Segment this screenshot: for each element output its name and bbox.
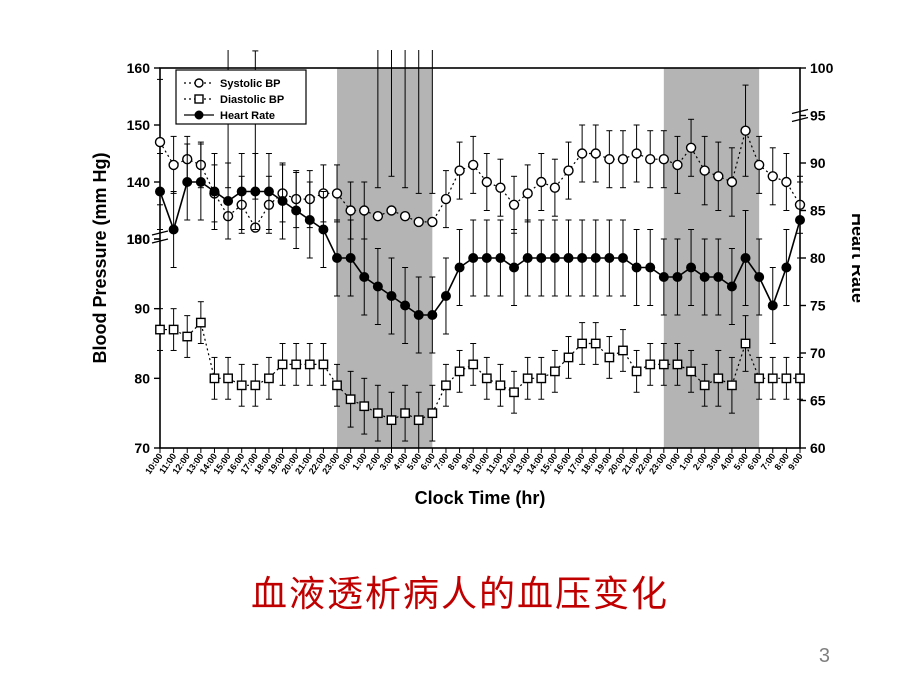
svg-text:Clock Time (hr): Clock Time (hr) (415, 488, 546, 508)
svg-text:65: 65 (810, 393, 826, 409)
chinese-title: 血液透析病人的血压变化 (0, 565, 920, 617)
svg-text:95: 95 (810, 108, 826, 124)
svg-text:150: 150 (127, 117, 151, 133)
svg-text:160: 160 (127, 60, 151, 76)
svg-text:Systolic BP: Systolic BP (220, 78, 281, 90)
svg-text:80: 80 (810, 250, 826, 266)
svg-text:70: 70 (134, 440, 150, 456)
svg-text:90: 90 (134, 301, 150, 317)
svg-text:Blood Pressure (mm Hg): Blood Pressure (mm Hg) (90, 152, 110, 363)
svg-text:60: 60 (810, 440, 826, 456)
svg-text:75: 75 (810, 298, 826, 314)
page-number: 3 (819, 645, 830, 668)
svg-text:130: 130 (127, 231, 151, 247)
svg-text:70: 70 (810, 345, 826, 361)
svg-text:100: 100 (810, 60, 834, 76)
svg-text:Heart Rate: Heart Rate (220, 110, 275, 122)
bp-hr-chart: 7080901001301401501606065707580859095100… (80, 50, 860, 530)
chart-svg: 7080901001301401501606065707580859095100… (80, 50, 860, 530)
svg-text:85: 85 (810, 203, 826, 219)
svg-text:9:00: 9:00 (786, 451, 805, 471)
svg-text:140: 140 (127, 174, 151, 190)
svg-text:90: 90 (810, 155, 826, 171)
svg-text:Heart Rate: Heart Rate (848, 213, 860, 303)
svg-text:Diastolic BP: Diastolic BP (220, 94, 284, 106)
svg-text:80: 80 (134, 370, 150, 386)
